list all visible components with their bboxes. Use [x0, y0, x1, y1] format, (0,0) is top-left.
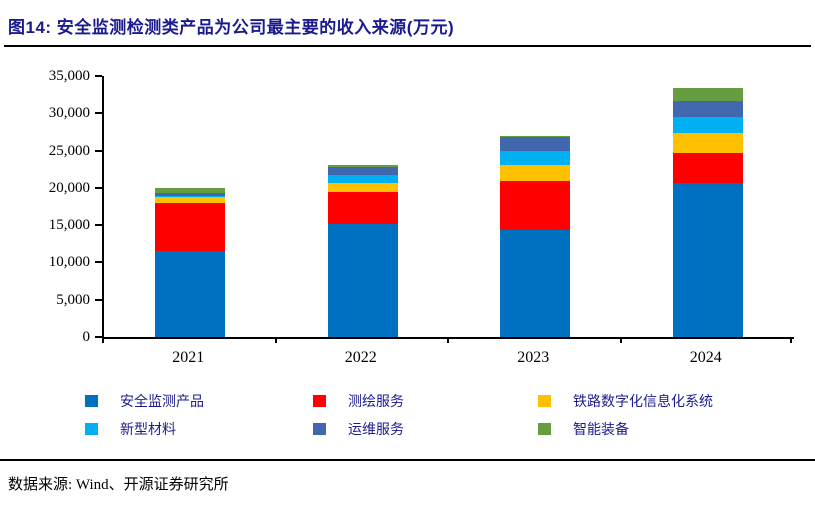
legend-swatch [313, 423, 326, 435]
bar-segment [500, 165, 571, 182]
bar-segment [500, 135, 571, 138]
y-axis-tick-label: 5,000 [56, 291, 90, 308]
legend-item: 测绘服务 [313, 393, 404, 409]
y-axis-tick-label: 0 [82, 329, 91, 345]
bar-segment [500, 137, 571, 151]
legend-label: 新型材料 [120, 421, 176, 437]
y-axis-tick-mark [95, 149, 102, 152]
legend-swatch [538, 395, 551, 407]
x-axis-tick-mark [447, 337, 449, 343]
legend-item: 铁路数字化信息化系统 [538, 393, 713, 409]
plot-area [102, 76, 794, 339]
legend-item: 安全监测产品 [85, 393, 204, 409]
y-axis-tick-mark [95, 186, 102, 189]
bar-segment [327, 167, 398, 176]
bar-segment [155, 203, 226, 252]
y-axis-tick-mark [95, 75, 102, 77]
legend-item: 运维服务 [313, 421, 404, 437]
bar-segment [155, 197, 226, 204]
legend-label: 运维服务 [348, 421, 404, 437]
bar-segment [155, 187, 226, 194]
bar-segment [672, 133, 743, 153]
bar-segment [672, 182, 743, 337]
y-axis-tick-label: 35,000 [48, 68, 90, 84]
y-axis-tick-mark [95, 224, 102, 227]
y-axis-tick-mark [95, 336, 102, 338]
bar-segment [672, 152, 743, 183]
bar-segment [327, 183, 398, 192]
bar-stack-2024 [672, 88, 743, 337]
bar-segment [155, 196, 226, 198]
bar-segment [155, 251, 226, 337]
bar-stack-2023 [500, 135, 571, 337]
bar-segment [155, 193, 226, 197]
bar-stack-2021 [155, 187, 226, 337]
legend-item: 智能装备 [538, 421, 629, 437]
bar-segment [327, 165, 398, 167]
bar-stack-2022 [327, 165, 398, 337]
legend-swatch [85, 395, 98, 407]
legend-item: 新型材料 [85, 421, 176, 437]
y-axis-tick-mark [95, 298, 102, 301]
y-axis-tick-label: 15,000 [48, 217, 90, 234]
bar-segment [500, 150, 571, 166]
bar-segment [672, 88, 743, 101]
chart-title: 图14: 安全监测检测类产品为公司最主要的收入来源(万元) [8, 18, 455, 37]
bar-segment [327, 224, 398, 337]
x-axis-label: 2023 [517, 349, 550, 366]
y-axis-tick-mark [95, 112, 102, 115]
y-axis-tick-label: 30,000 [48, 105, 90, 122]
legend-label: 智能装备 [573, 421, 629, 437]
source-note: 数据来源: Wind、开源证券研究所 [8, 477, 229, 493]
legend-label: 铁路数字化信息化系统 [573, 393, 713, 409]
x-axis-tick-mark [274, 337, 277, 343]
legend-label: 安全监测产品 [120, 393, 204, 409]
y-axis-tick-label: 20,000 [48, 179, 90, 196]
stacked-bar-chart: 0 5,000 10,000 15,000 20,000 25,000 30,000 35,0… [0, 52, 815, 382]
y-axis-tick-label: 10,000 [48, 254, 90, 271]
x-axis-tick-mark [790, 337, 792, 343]
bar-segment [672, 117, 743, 134]
legend-swatch [85, 423, 98, 435]
bar-segment [500, 230, 571, 337]
legend-swatch [538, 423, 551, 435]
x-axis-tick-mark [619, 337, 622, 343]
legend-label: 测绘服务 [348, 393, 404, 409]
y-axis-tick-mark [95, 261, 102, 264]
bar-segment [500, 181, 571, 231]
legend-swatch [313, 395, 326, 407]
x-axis-label: 2024 [689, 349, 722, 366]
x-axis-label: 2022 [344, 349, 377, 366]
bar-segment [672, 100, 743, 118]
bar-segment [327, 191, 398, 225]
bar-segment [327, 175, 398, 184]
x-axis-label: 2021 [172, 349, 205, 366]
x-axis-tick-mark [102, 337, 104, 343]
title-rule [4, 45, 811, 47]
y-axis-tick-label: 25,000 [48, 142, 90, 159]
footer-rule [0, 459, 815, 461]
